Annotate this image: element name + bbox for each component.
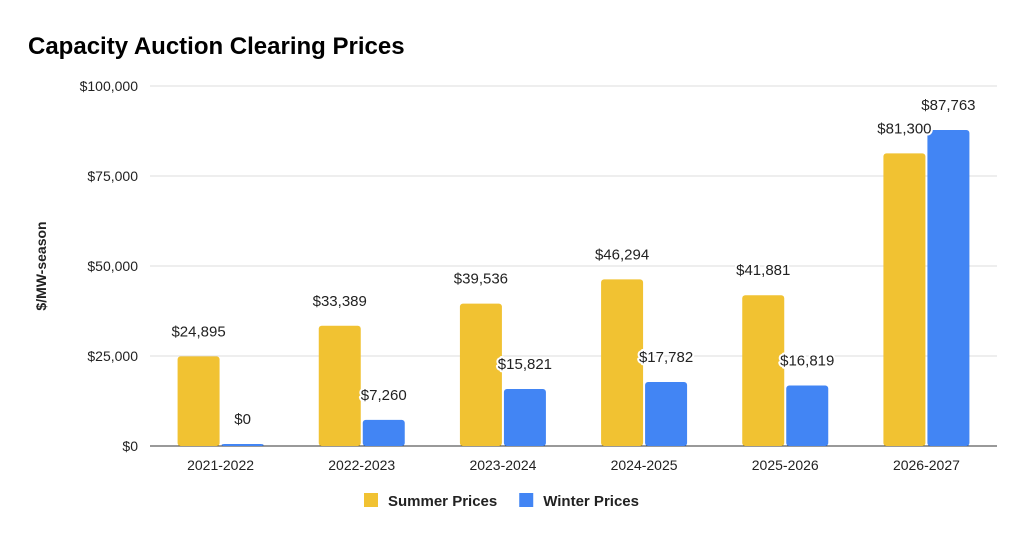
x-tick-label: 2025-2026 <box>752 457 819 473</box>
winter-bar <box>221 444 264 446</box>
winter-bar <box>503 389 546 446</box>
winter-bar <box>927 130 970 446</box>
data-label: $7,260 <box>361 387 407 404</box>
y-tick-label: $50,000 <box>87 258 138 274</box>
summer-bar <box>601 279 644 446</box>
data-label: $87,763 <box>921 97 975 114</box>
y-axis-label: $/MW-season <box>33 221 49 310</box>
x-tick-label: 2023-2024 <box>469 457 536 473</box>
y-tick-label: $25,000 <box>87 348 138 364</box>
chart-title: Capacity Auction Clearing Prices <box>28 33 405 60</box>
legend-swatch <box>519 493 534 507</box>
data-label: $17,782 <box>639 349 693 366</box>
summer-bar <box>742 295 785 446</box>
data-label: $39,536 <box>454 271 508 288</box>
winter-bar <box>362 419 405 446</box>
data-label: $15,821 <box>498 356 552 373</box>
data-label: $33,389 <box>313 293 367 310</box>
x-tick-label: 2026-2027 <box>893 457 960 473</box>
legend-swatch <box>364 493 378 507</box>
data-label: $0 <box>234 411 251 428</box>
x-tick-label: 2022-2023 <box>328 457 395 473</box>
summer-bar <box>459 303 502 446</box>
data-label: $24,895 <box>171 323 225 340</box>
data-label: $16,819 <box>780 352 834 369</box>
winter-bar <box>645 381 688 446</box>
summer-bar <box>883 153 926 446</box>
data-label: $81,300 <box>877 120 931 137</box>
y-tick-label: $75,000 <box>87 168 138 184</box>
legend-label: Summer Prices <box>388 493 497 510</box>
legend-label: Winter Prices <box>543 493 639 510</box>
y-tick-label: $0 <box>122 438 138 454</box>
y-tick-label: $100,000 <box>80 78 139 94</box>
data-label: $41,881 <box>736 262 790 279</box>
summer-bar <box>318 325 361 446</box>
data-label: $46,294 <box>595 246 649 263</box>
x-tick-label: 2024-2025 <box>611 457 678 473</box>
summer-bar <box>177 356 220 446</box>
x-tick-label: 2021-2022 <box>187 457 254 473</box>
winter-bar <box>786 385 829 446</box>
